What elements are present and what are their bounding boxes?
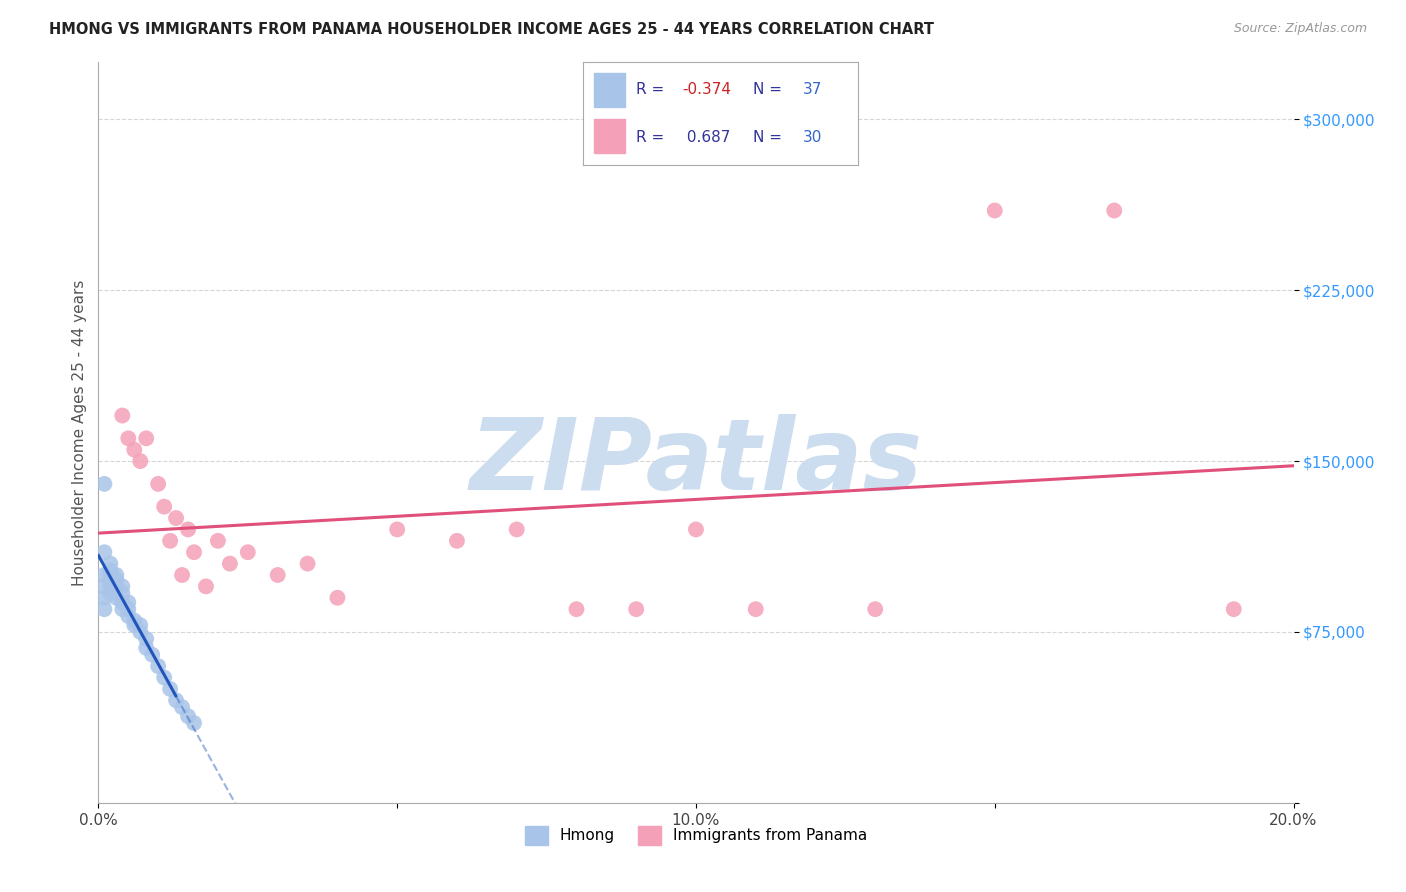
Point xyxy=(177,709,200,723)
Point xyxy=(117,602,139,616)
Text: 30: 30 xyxy=(803,130,823,145)
Point xyxy=(124,614,146,628)
Point xyxy=(207,533,229,548)
Point xyxy=(236,545,259,559)
Point xyxy=(183,545,205,559)
Point xyxy=(685,523,707,537)
Point xyxy=(93,568,115,582)
Point xyxy=(745,602,768,616)
Point xyxy=(93,591,115,605)
Point xyxy=(153,671,176,685)
Point xyxy=(172,568,194,582)
Point xyxy=(93,579,115,593)
Point xyxy=(267,568,290,582)
Point xyxy=(219,557,242,571)
Bar xyxy=(595,119,624,153)
Point xyxy=(172,700,194,714)
Point xyxy=(111,586,134,600)
Point xyxy=(129,624,152,639)
Bar xyxy=(595,73,624,106)
Point xyxy=(159,681,181,696)
Point xyxy=(135,632,157,646)
Point xyxy=(195,579,218,593)
Text: ZIPatlas: ZIPatlas xyxy=(470,414,922,511)
Point xyxy=(105,568,128,582)
Point xyxy=(105,591,128,605)
Point xyxy=(148,659,170,673)
Point xyxy=(135,640,157,655)
Point xyxy=(183,716,205,731)
Point xyxy=(111,579,134,593)
Text: R =: R = xyxy=(636,130,669,145)
Point xyxy=(1223,602,1246,616)
Point xyxy=(93,476,115,491)
Point xyxy=(446,533,468,548)
Point xyxy=(385,523,409,537)
Point xyxy=(98,564,122,578)
Point xyxy=(135,431,157,445)
Point xyxy=(1104,203,1126,218)
Text: N =: N = xyxy=(754,82,787,97)
Point xyxy=(565,602,588,616)
Point xyxy=(111,602,134,616)
Point xyxy=(129,618,152,632)
Text: N =: N = xyxy=(754,130,787,145)
Point xyxy=(98,573,122,587)
Point xyxy=(141,648,163,662)
Point xyxy=(297,557,319,571)
Point xyxy=(111,409,134,423)
Point xyxy=(98,579,122,593)
Point xyxy=(98,568,122,582)
Point xyxy=(124,442,146,457)
Point xyxy=(984,203,1007,218)
Point xyxy=(177,523,200,537)
Point xyxy=(117,609,139,624)
Text: Source: ZipAtlas.com: Source: ZipAtlas.com xyxy=(1233,22,1367,36)
Point xyxy=(117,431,139,445)
Point xyxy=(153,500,176,514)
Point xyxy=(159,533,181,548)
Text: 0.687: 0.687 xyxy=(682,130,731,145)
Point xyxy=(865,602,887,616)
Text: HMONG VS IMMIGRANTS FROM PANAMA HOUSEHOLDER INCOME AGES 25 - 44 YEARS CORRELATIO: HMONG VS IMMIGRANTS FROM PANAMA HOUSEHOL… xyxy=(49,22,934,37)
Point xyxy=(117,595,139,609)
Point xyxy=(105,579,128,593)
Point xyxy=(111,595,134,609)
Text: -0.374: -0.374 xyxy=(682,82,731,97)
Text: R =: R = xyxy=(636,82,669,97)
Point xyxy=(506,523,529,537)
Point xyxy=(98,557,122,571)
Point xyxy=(326,591,349,605)
Legend: Hmong, Immigrants from Panama: Hmong, Immigrants from Panama xyxy=(519,820,873,851)
Point xyxy=(105,573,128,587)
Point xyxy=(93,545,115,559)
Point xyxy=(165,693,187,707)
Point xyxy=(148,476,170,491)
Y-axis label: Householder Income Ages 25 - 44 years: Householder Income Ages 25 - 44 years xyxy=(72,279,87,586)
Point xyxy=(98,586,122,600)
Point xyxy=(626,602,648,616)
Point xyxy=(124,618,146,632)
Point xyxy=(129,454,152,468)
Point xyxy=(165,511,187,525)
Text: 37: 37 xyxy=(803,82,823,97)
Point xyxy=(93,602,115,616)
